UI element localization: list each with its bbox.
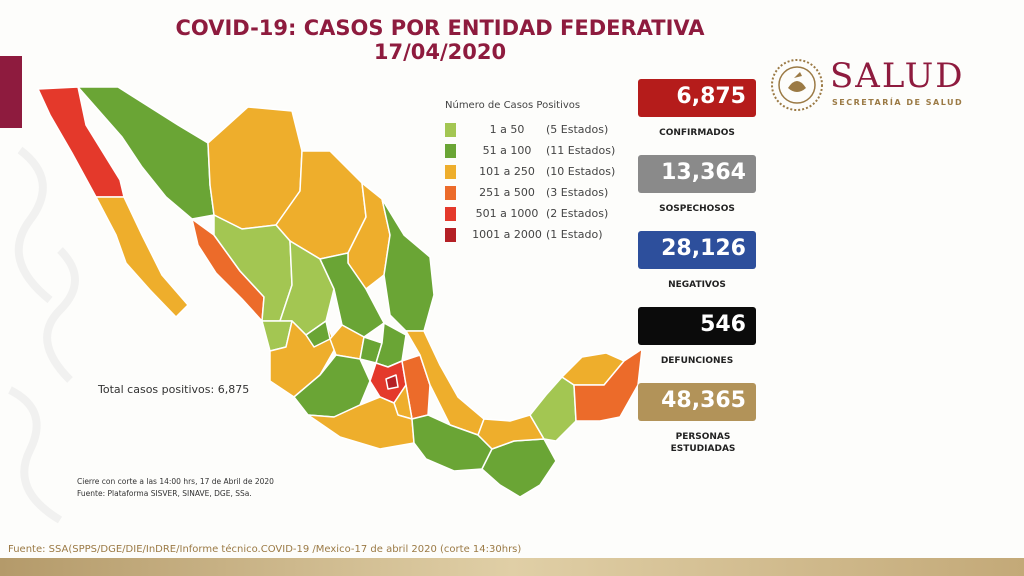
page-title: COVID-19: CASOS POR ENTIDAD FEDERATIVA 1… — [160, 16, 720, 64]
negative-box: 28,126 — [638, 231, 756, 269]
legend-swatch — [445, 185, 456, 200]
legend-item: 101 a 250 (10 Estados) — [445, 161, 615, 182]
mexico-choropleth-map — [37, 86, 643, 498]
confirmed-label: CONFIRMADOS — [659, 128, 735, 138]
state-tamaulipas — [381, 198, 435, 332]
legend-item: 1001 a 2000 (1 Estado) — [445, 224, 615, 245]
legend-swatch — [445, 122, 456, 137]
title-line-1: COVID-19: CASOS POR ENTIDAD FEDERATIVA — [175, 16, 705, 40]
legend-item: 501 a 1000 (2 Estados) — [445, 203, 615, 224]
state-cdmx — [385, 374, 399, 390]
cutoff-note: Cierre con corte a las 14:00 hrs, 17 de … — [77, 477, 274, 486]
confirmed-box: 6,875 — [638, 79, 756, 117]
suspected-box: 13,364 — [638, 155, 756, 193]
legend-count: (10 Estados) — [546, 165, 616, 178]
suspected-label: SOSPECHOSOS — [659, 204, 735, 214]
legend-range: 1001 a 2000 — [472, 228, 542, 241]
legend-item: 1 a 50 (5 Estados) — [445, 119, 615, 140]
state-quintana-roo — [573, 348, 643, 422]
legend-count: (2 Estados) — [546, 207, 609, 220]
legend-item: 51 a 100 (11 Estados) — [445, 140, 615, 161]
legend-count: (3 Estados) — [546, 186, 609, 199]
state-baja-california-sur — [95, 196, 189, 318]
legend-count: (5 Estados) — [546, 123, 609, 136]
national-emblem-icon — [771, 59, 823, 111]
salud-logo-subtitle: SECRETARÍA DE SALUD — [832, 98, 964, 107]
deaths-label: DEFUNCIONES — [660, 356, 734, 366]
studied-label: PERSONAS ESTUDIADAS — [670, 432, 736, 454]
source-notes: Cierre con corte a las 14:00 hrs, 17 de … — [77, 476, 274, 500]
background-pattern — [8, 146, 79, 524]
salud-logo-text: SALUD — [830, 56, 965, 96]
legend-swatch — [445, 164, 456, 179]
negative-label: NEGATIVOS — [668, 280, 726, 290]
footer-source: Fuente: SSA(SPPS/DGE/DIE/InDRE/Informe t… — [8, 544, 522, 555]
legend-swatch — [445, 206, 456, 221]
state-guerrero — [307, 396, 415, 450]
title-date: 17/04/2020 — [373, 40, 507, 64]
legend-title: Número de Casos Positivos — [445, 100, 581, 111]
total-positive-cases: Total casos positivos: 6,875 — [98, 383, 250, 396]
legend-swatch — [445, 227, 456, 242]
stats-panel: 6,875 CONFIRMADOS 13,364 SOSPECHOSOS 28,… — [638, 79, 756, 471]
legend-swatch — [445, 143, 456, 158]
legend-range: 501 a 1000 — [475, 207, 539, 220]
legend-range: 101 a 250 — [479, 165, 535, 178]
legend-item: 251 a 500 (3 Estados) — [445, 182, 615, 203]
legend-range: 1 a 50 — [489, 123, 525, 136]
legend-count: (11 Estados) — [546, 144, 616, 157]
left-accent-bar — [0, 56, 22, 128]
platform-source-note: Fuente: Plataforma SISVER, SINAVE, DGE, … — [77, 489, 252, 498]
deaths-box: 546 — [638, 307, 756, 345]
studied-box: 48,365 — [638, 383, 756, 421]
footer-band — [0, 558, 1024, 576]
legend-range: 51 a 100 — [482, 144, 532, 157]
map-legend: Número de Casos Positivos 1 a 50 (5 Esta… — [445, 100, 615, 245]
legend-count: (1 Estado) — [546, 228, 603, 241]
legend-range: 251 a 500 — [479, 186, 535, 199]
